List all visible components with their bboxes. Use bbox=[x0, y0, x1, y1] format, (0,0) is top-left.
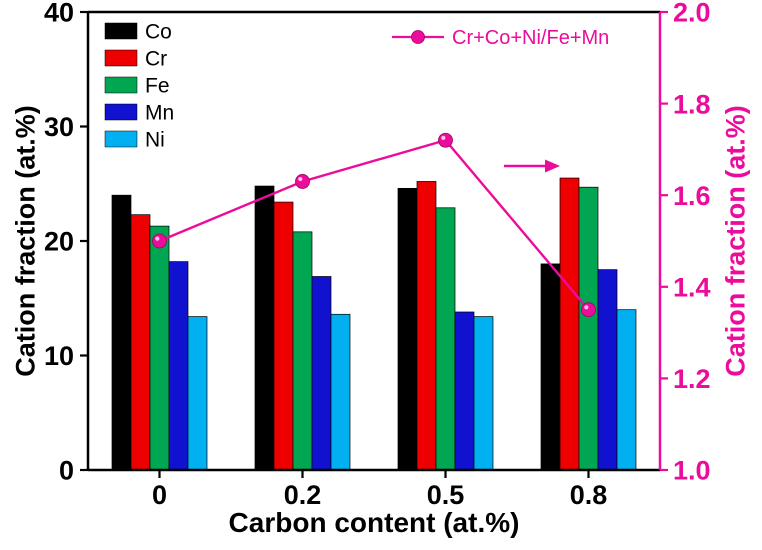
marker-highlight bbox=[584, 305, 589, 310]
legend-label-fe: Fe bbox=[145, 75, 170, 98]
right-tick-label: 1.8 bbox=[673, 89, 711, 119]
legend-swatch-cr bbox=[104, 49, 138, 67]
left-tick-label: 40 bbox=[44, 0, 74, 28]
x-tick-label-0.5: 0.5 bbox=[427, 480, 465, 510]
bar-mn-x0 bbox=[168, 261, 189, 471]
bar-co-x1 bbox=[254, 185, 275, 471]
x-tick-label-0.2: 0.2 bbox=[284, 480, 322, 510]
ratio-marker-x0 bbox=[152, 233, 167, 249]
bar-fe-x3 bbox=[578, 186, 599, 471]
left-tick-label: 30 bbox=[44, 112, 74, 142]
ratio-line bbox=[159, 138, 590, 311]
x-tick-label-0: 0 bbox=[152, 480, 167, 510]
ratio-marker-x3 bbox=[581, 302, 596, 318]
right-tick-label: 1.2 bbox=[673, 364, 711, 394]
bar-co-x3 bbox=[540, 263, 561, 471]
marker-highlight bbox=[441, 135, 446, 140]
ratio-marker-x1 bbox=[295, 174, 310, 189]
bar-cr-x3 bbox=[559, 177, 580, 471]
bar-mn-x2 bbox=[454, 311, 475, 471]
legend-swatch-ni bbox=[104, 130, 138, 148]
bar-fe-x0 bbox=[149, 225, 170, 471]
line-legend-label: Cr+Co+Ni/Fe+Mn bbox=[452, 27, 609, 49]
left-tick-label: 10 bbox=[44, 341, 74, 371]
left-tick-label: 0 bbox=[59, 456, 74, 486]
bar-fe-x2 bbox=[435, 207, 456, 471]
legend-label-ni: Ni bbox=[145, 129, 165, 152]
bar-ni-x3 bbox=[616, 309, 637, 471]
right-tick-label: 1.4 bbox=[673, 273, 711, 303]
legend-label-mn: Mn bbox=[145, 102, 174, 125]
marker-highlight bbox=[155, 236, 160, 241]
right-axis-title: Cation fraction (at.%) bbox=[720, 105, 751, 377]
right-tick-label: 1.6 bbox=[673, 181, 711, 211]
right-tick-label: 1.0 bbox=[673, 456, 711, 486]
bar-cr-x0 bbox=[130, 214, 151, 471]
bar-mn-x1 bbox=[311, 276, 332, 471]
left-axis-title: Cation fraction (at.%) bbox=[10, 105, 41, 377]
ratio-marker-x2 bbox=[438, 132, 453, 148]
bar-ni-x2 bbox=[473, 316, 494, 471]
bar-mn-x3 bbox=[597, 269, 618, 471]
bar-ni-x0 bbox=[187, 316, 208, 471]
legend-swatch-fe bbox=[104, 76, 138, 94]
bar-ni-x1 bbox=[330, 313, 351, 471]
x-tick-label-0.8: 0.8 bbox=[570, 480, 608, 510]
bar-cr-x1 bbox=[273, 201, 294, 471]
legend-label-co: Co bbox=[145, 21, 172, 44]
legend-swatch-mn bbox=[104, 103, 138, 121]
bar-cr-x2 bbox=[416, 181, 437, 471]
x-axis-title: Carbon content (at.%) bbox=[228, 507, 520, 538]
right-axis-arrow-head bbox=[545, 159, 560, 173]
legend-label-cr: Cr bbox=[145, 48, 167, 71]
bar-co-x0 bbox=[111, 194, 132, 471]
legend-swatch-co bbox=[104, 22, 138, 40]
bar-fe-x1 bbox=[292, 231, 313, 471]
right-tick-label: 2.0 bbox=[673, 0, 711, 28]
bar-co-x2 bbox=[397, 187, 418, 471]
line-legend-marker bbox=[411, 30, 425, 44]
left-tick-label: 20 bbox=[44, 227, 74, 257]
marker-highlight bbox=[298, 176, 303, 182]
